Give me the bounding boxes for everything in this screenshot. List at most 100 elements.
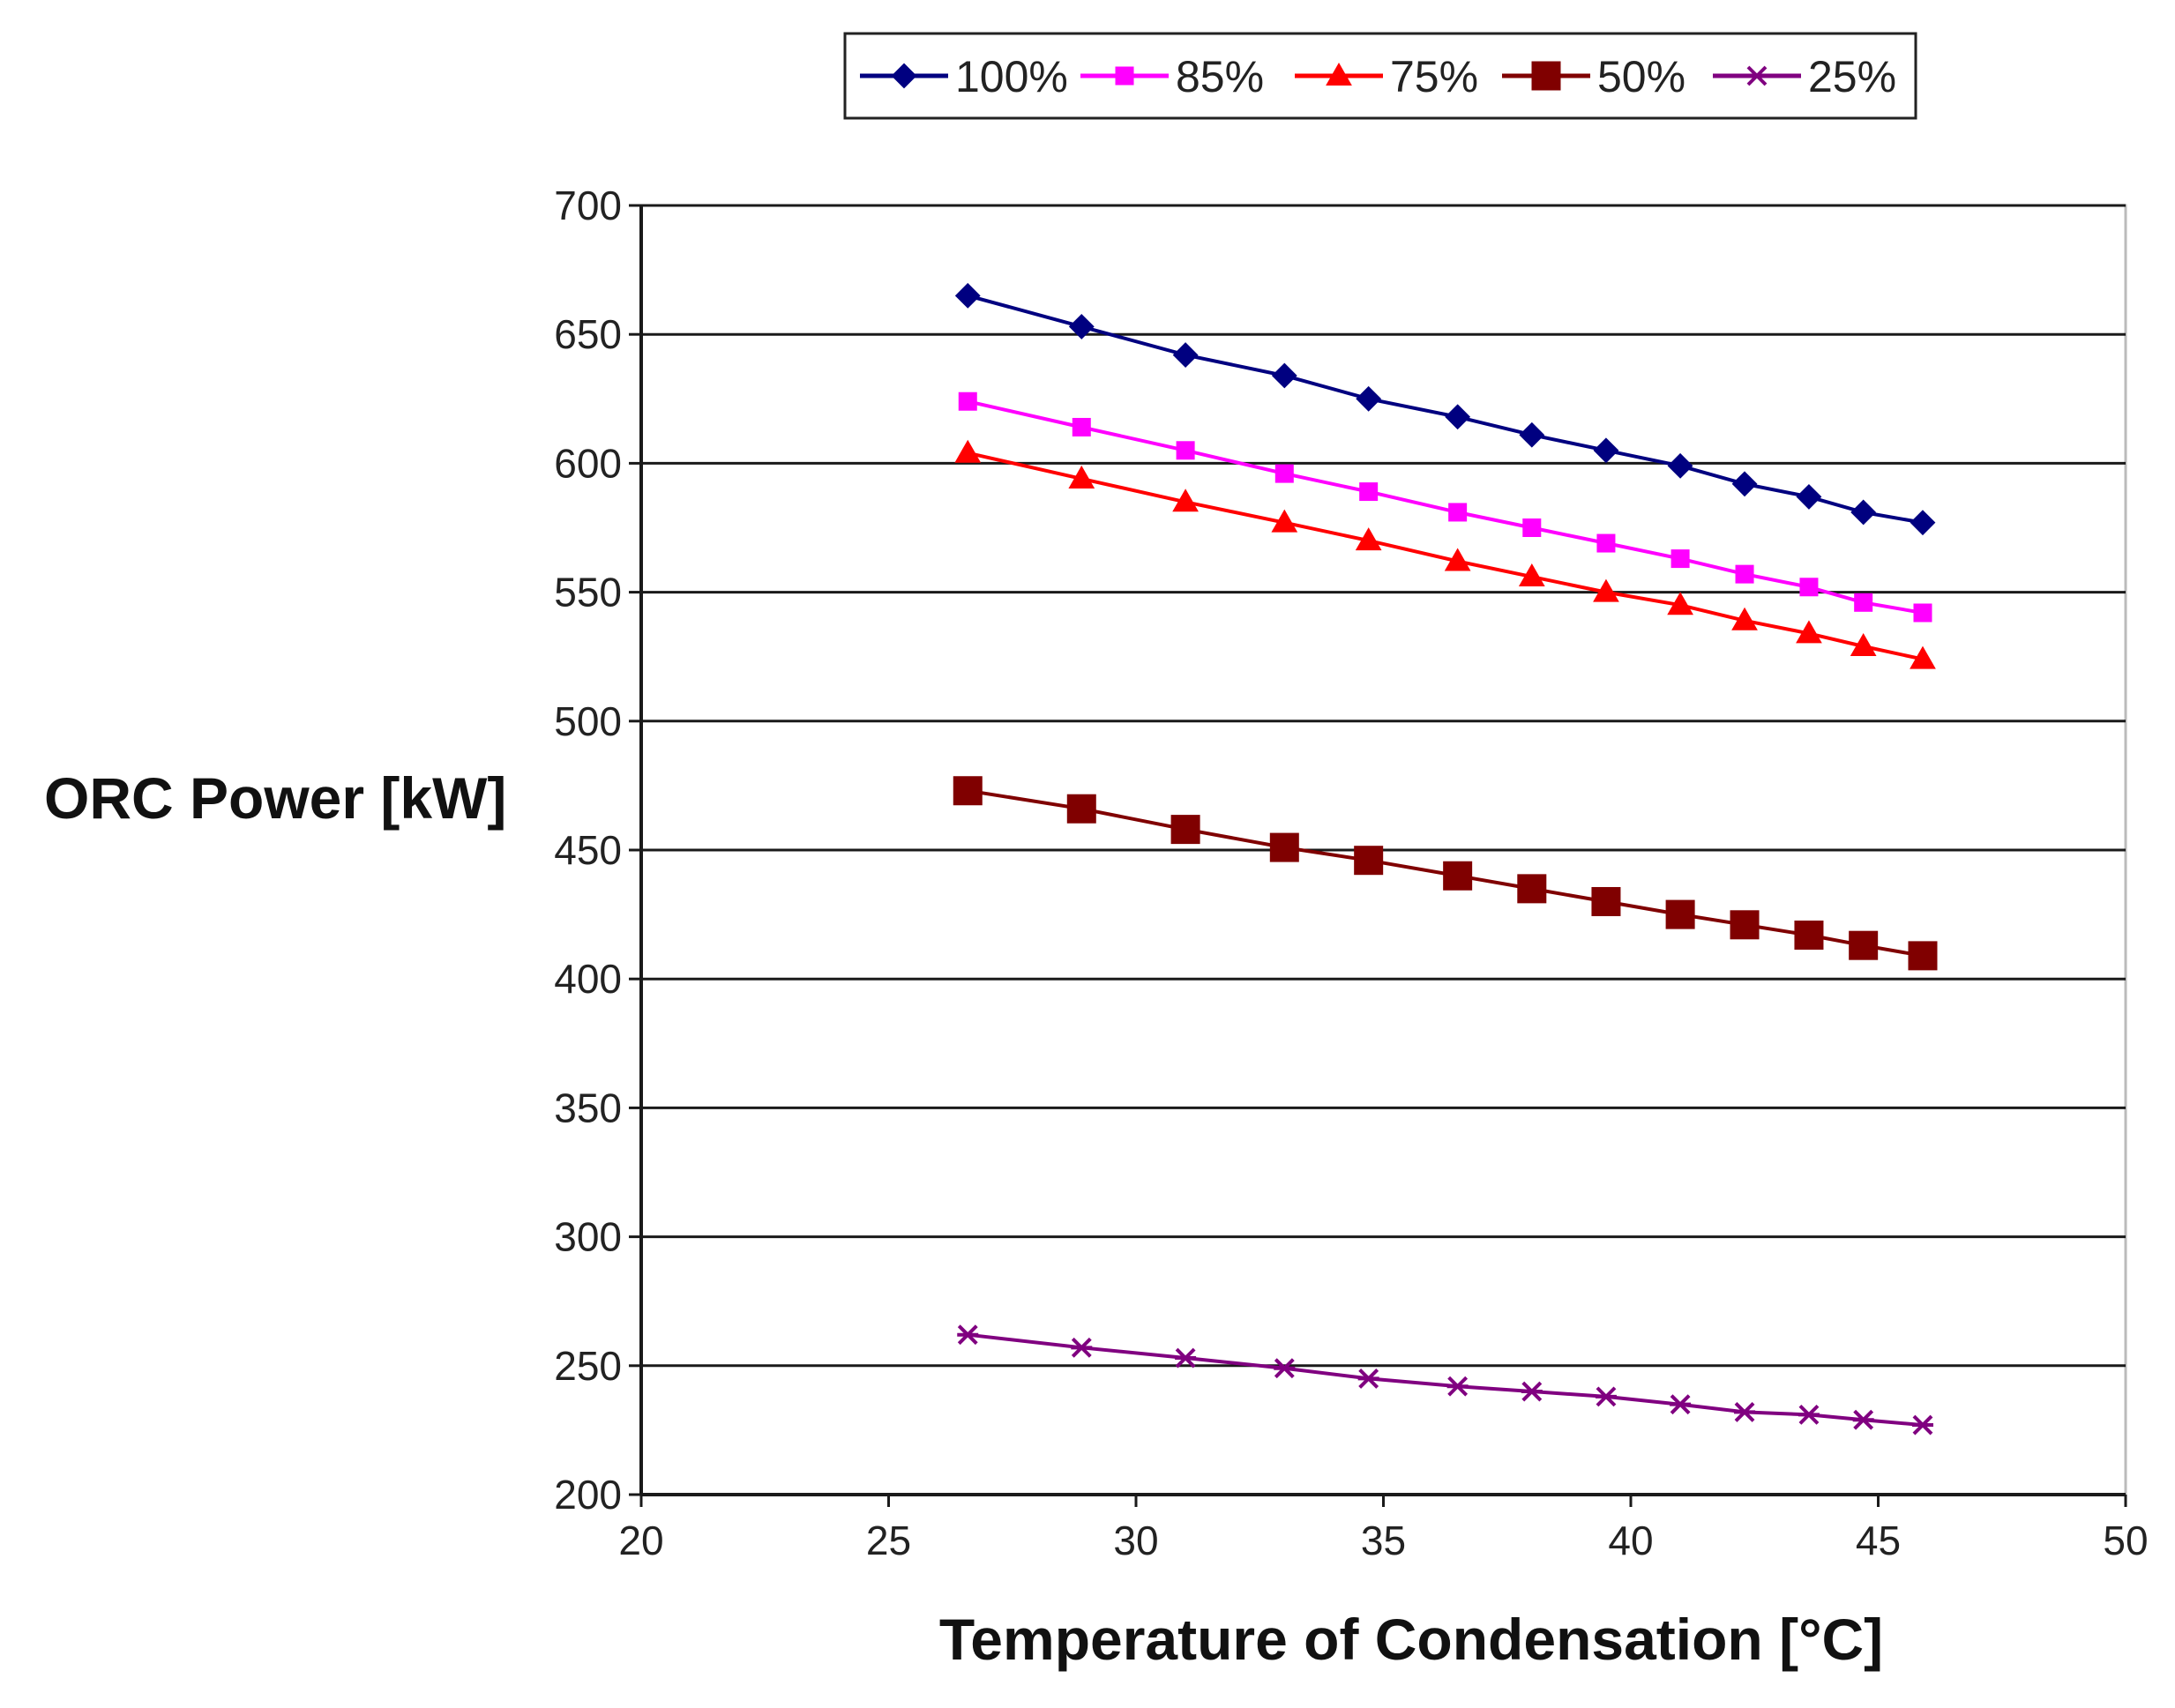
legend-label: 100% (955, 52, 1068, 101)
y-tick-label: 450 (554, 827, 622, 873)
data-point-25pct (1595, 1386, 1617, 1407)
x-tick-label: 35 (1361, 1518, 1406, 1563)
data-point-100pct (1172, 342, 1199, 369)
data-point-85pct (1596, 533, 1616, 553)
data-point-100pct (1731, 471, 1758, 497)
data-point-85pct (1670, 549, 1690, 569)
legend-marker-85pct (1115, 66, 1134, 86)
gridlines (639, 204, 2127, 1496)
data-point-25pct (1071, 1337, 1093, 1358)
legend-marker-50pct (1531, 61, 1561, 91)
legend-marker-100pct (891, 63, 917, 89)
legend-item-85pct: 85% (1080, 52, 1264, 101)
data-point-50pct (1354, 846, 1384, 876)
data-point-50pct (1730, 910, 1760, 940)
data-point-25pct (1670, 1394, 1692, 1415)
y-tick-label: 400 (554, 956, 622, 1002)
y-tick-label: 650 (554, 311, 622, 357)
x-tick-label: 25 (866, 1518, 911, 1563)
data-point-75pct (1444, 548, 1471, 571)
data-point-85pct (1359, 482, 1379, 502)
data-point-25pct (1274, 1358, 1296, 1379)
data-point-75pct (1667, 592, 1693, 615)
data-point-85pct (1176, 441, 1195, 460)
series-85pct (958, 392, 1932, 623)
data-point-100pct (1271, 362, 1297, 389)
data-point-100pct (1356, 385, 1382, 412)
legend-marker-75pct (1326, 62, 1352, 86)
data-point-85pct (1735, 564, 1754, 584)
data-point-50pct (1849, 930, 1879, 960)
data-point-75pct (1068, 465, 1095, 489)
data-point-50pct (1794, 920, 1824, 950)
data-point-100pct (1910, 510, 1936, 536)
data-point-85pct (1913, 603, 1932, 623)
data-point-100pct (1667, 452, 1693, 479)
data-point-85pct (1522, 518, 1542, 537)
data-point-25pct (1852, 1409, 1874, 1430)
data-point-75pct (1593, 578, 1619, 602)
tick-labels: 200 250 300 350 400 450 500 550 600 650 700 20 25 30 3… (554, 183, 2148, 1563)
y-tick-label: 250 (554, 1343, 622, 1389)
data-point-50pct (1170, 815, 1200, 845)
data-point-50pct (1066, 794, 1096, 824)
data-point-25pct (1734, 1402, 1756, 1422)
y-tick-label: 550 (554, 570, 622, 615)
data-point-100pct (1068, 314, 1095, 339)
data-point-100pct (954, 282, 981, 309)
data-point-25pct (1911, 1414, 1933, 1436)
data-point-75pct (1910, 645, 1936, 669)
data-point-100pct (1593, 437, 1619, 464)
x-tick-label: 45 (1856, 1518, 1901, 1563)
data-point-25pct (1521, 1381, 1543, 1402)
data-point-85pct (1072, 417, 1091, 436)
legend-label: 75% (1390, 52, 1478, 101)
x-axis-title: Temperature of Condensation [°C] (939, 1607, 1883, 1672)
series-100pct (954, 282, 1936, 536)
series-layer (953, 282, 1938, 1436)
y-tick-label: 350 (554, 1085, 622, 1130)
legend-label: 85% (1176, 52, 1264, 101)
axes (629, 204, 2127, 1507)
legend-item-75pct: 75% (1295, 52, 1478, 101)
data-point-25pct (1357, 1369, 1379, 1389)
data-point-100pct (1445, 404, 1471, 430)
legend-item-100pct: 100% (860, 52, 1068, 101)
y-tick-label: 500 (554, 698, 622, 744)
y-tick-label: 700 (554, 183, 622, 228)
data-point-85pct (1854, 593, 1873, 612)
data-point-25pct (957, 1324, 979, 1346)
x-tick-label: 30 (1113, 1518, 1158, 1563)
legend-marker-25pct (1746, 65, 1768, 86)
data-point-75pct (1850, 632, 1877, 657)
data-point-75pct (1271, 509, 1298, 533)
y-axis-title: ORC Power [kW] (44, 765, 506, 831)
data-point-50pct (1591, 886, 1621, 916)
data-point-75pct (1518, 563, 1545, 587)
legend-items: 100% 85% 75% 50% 25% (860, 52, 1896, 101)
y-tick-label: 200 (554, 1472, 622, 1518)
data-point-100pct (1796, 483, 1822, 510)
y-tick-label: 300 (554, 1214, 622, 1260)
data-point-100pct (1850, 499, 1877, 526)
data-point-75pct (1796, 620, 1822, 644)
data-point-85pct (958, 392, 977, 411)
x-tick-label: 20 (618, 1518, 663, 1563)
legend-label: 50% (1597, 52, 1685, 101)
legend: 100% 85% 75% 50% 25% (843, 32, 1917, 120)
data-point-85pct (1448, 503, 1468, 522)
data-point-75pct (1172, 489, 1199, 512)
data-point-85pct (1799, 578, 1819, 597)
data-point-50pct (1665, 899, 1695, 929)
data-point-75pct (1731, 607, 1758, 630)
series-25pct (957, 1324, 1933, 1436)
data-point-25pct (1446, 1376, 1469, 1397)
x-tick-label: 50 (2103, 1518, 2148, 1563)
data-point-25pct (1175, 1347, 1197, 1369)
data-point-85pct (1274, 464, 1294, 483)
data-point-50pct (1908, 941, 1938, 971)
series-50pct (953, 776, 1938, 971)
data-point-25pct (1798, 1404, 1820, 1425)
